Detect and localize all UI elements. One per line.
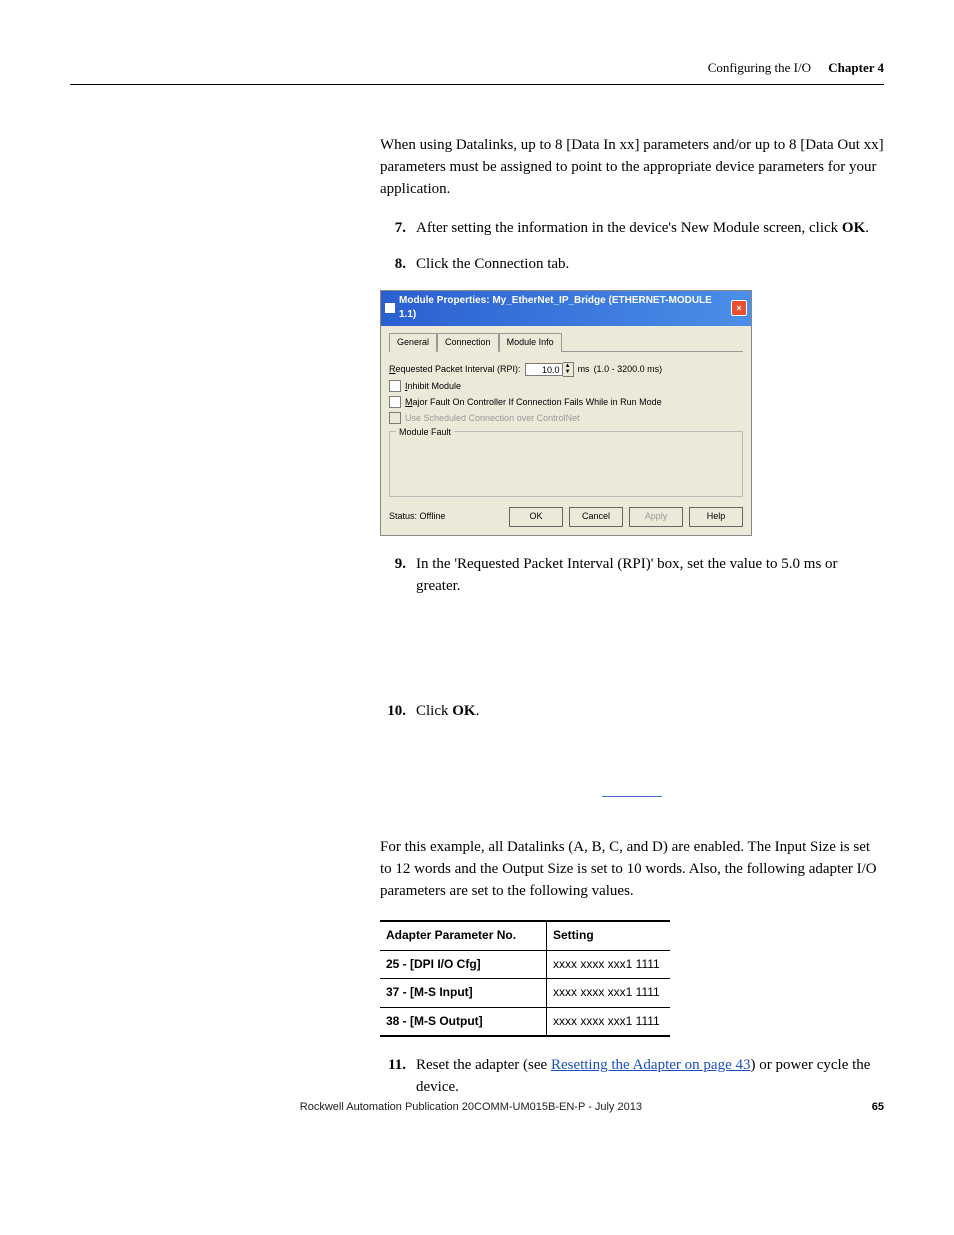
step-body: In the 'Requested Packet Interval (RPI)'… — [416, 554, 884, 598]
step-body: Click OK. — [416, 701, 884, 723]
step-8: 8. Click the Connection tab. — [380, 254, 884, 276]
param-cell: 25 - [DPI I/O Cfg] — [380, 950, 547, 978]
scheduled-row: Use Scheduled Connection over ControlNet — [389, 412, 743, 425]
rpi-range: (1.0 - 3200.0 ms) — [594, 363, 663, 376]
ok-word: OK — [842, 220, 865, 236]
tab-strip: General Connection Module Info — [389, 332, 743, 352]
step-number: 11. — [380, 1055, 416, 1099]
tab-module-info[interactable]: Module Info — [499, 333, 562, 352]
cancel-button[interactable]: Cancel — [569, 507, 623, 527]
step-number: 7. — [380, 218, 416, 240]
checkbox-icon — [389, 412, 401, 424]
step-7: 7. After setting the information in the … — [380, 218, 884, 240]
rpi-row: RRequested Packet Interval (RPI):equeste… — [389, 362, 743, 377]
header-rule — [70, 84, 884, 85]
tab-general[interactable]: General — [389, 333, 437, 352]
apply-button: Apply — [629, 507, 683, 527]
step-number: 9. — [380, 554, 416, 598]
step-number: 8. — [380, 254, 416, 276]
dialog-body: General Connection Module Info RRequeste… — [381, 326, 751, 535]
rpi-unit: ms — [578, 363, 590, 376]
spacer — [380, 611, 884, 701]
majorfault-row[interactable]: Major Fault On Controller If Connection … — [389, 396, 743, 409]
setting-cell: xxxx xxxx xxx1 1111 — [547, 1007, 670, 1036]
step-text: After setting the information in the dev… — [416, 220, 842, 236]
app-icon — [385, 303, 395, 313]
rule-mark — [602, 796, 662, 797]
step-body: After setting the information in the dev… — [416, 218, 884, 240]
table-row: 25 - [DPI I/O Cfg] xxxx xxxx xxx1 1111 — [380, 950, 670, 978]
publication-id: Rockwell Automation Publication 20COMM-U… — [70, 1101, 872, 1113]
param-cell: 38 - [M-S Output] — [380, 1007, 547, 1036]
checkbox-icon[interactable] — [389, 380, 401, 392]
step-number: 10. — [380, 701, 416, 723]
majorfault-label: Major Fault On Controller If Connection … — [405, 396, 662, 409]
rpi-input[interactable]: 10.0 — [525, 363, 563, 376]
dialog-titlebar[interactable]: Module Properties: My_EtherNet_IP_Bridge… — [381, 291, 751, 326]
inhibit-label: Inhibit Module — [405, 380, 461, 393]
step-9: 9. In the 'Requested Packet Interval (RP… — [380, 554, 884, 598]
close-icon[interactable]: × — [731, 300, 747, 316]
param-cell: 37 - [M-S Input] — [380, 979, 547, 1007]
tab-connection[interactable]: Connection — [437, 333, 499, 352]
ok-button[interactable]: OK — [509, 507, 563, 527]
step-text: Reset the adapter (see — [416, 1057, 551, 1073]
col-header-setting: Setting — [547, 921, 670, 950]
parameter-table: Adapter Parameter No. Setting 25 - [DPI … — [380, 920, 670, 1037]
dialog-bottom: Status: Offline OK Cancel Apply Help — [389, 507, 743, 527]
setting-cell: xxxx xxxx xxx1 1111 — [547, 950, 670, 978]
step-10: 10. Click OK. — [380, 701, 884, 723]
table-header-row: Adapter Parameter No. Setting — [380, 921, 670, 950]
step-text: Click — [416, 703, 452, 719]
module-properties-dialog: Module Properties: My_EtherNet_IP_Bridge… — [380, 290, 752, 536]
step-text-tail: . — [865, 220, 869, 236]
table-row: 37 - [M-S Input] xxxx xxxx xxx1 1111 — [380, 979, 670, 1007]
rpi-label: RRequested Packet Interval (RPI):equeste… — [389, 363, 521, 376]
step-body: Click the Connection tab. — [416, 254, 884, 276]
resetting-adapter-link[interactable]: Resetting the Adapter on page 43 — [551, 1057, 751, 1073]
dialog-title-text: Module Properties: My_EtherNet_IP_Bridge… — [399, 294, 731, 323]
section-title: Configuring the I/O — [708, 60, 811, 75]
page-footer: Rockwell Automation Publication 20COMM-U… — [70, 1101, 884, 1113]
page-number: 65 — [872, 1101, 884, 1113]
setting-cell: xxxx xxxx xxx1 1111 — [547, 979, 670, 1007]
module-fault-group: Module Fault — [389, 431, 743, 497]
module-fault-legend: Module Fault — [396, 426, 454, 439]
checkbox-icon[interactable] — [389, 396, 401, 408]
example-paragraph: For this example, all Datalinks (A, B, C… — [380, 837, 884, 902]
inhibit-row[interactable]: Inhibit Module — [389, 380, 743, 393]
col-header-param: Adapter Parameter No. — [380, 921, 547, 950]
content-column: When using Datalinks, up to 8 [Data In x… — [380, 135, 884, 1099]
table-row: 38 - [M-S Output] xxxx xxxx xxx1 1111 — [380, 1007, 670, 1036]
spinner-icon[interactable]: ▲▼ — [563, 362, 574, 377]
step-11: 11. Reset the adapter (see Resetting the… — [380, 1055, 884, 1099]
intro-paragraph: When using Datalinks, up to 8 [Data In x… — [380, 135, 884, 200]
running-header: Configuring the I/O Chapter 4 — [70, 60, 884, 76]
step-text-tail: . — [476, 703, 480, 719]
spacer — [380, 797, 884, 837]
step-body: Reset the adapter (see Resetting the Ada… — [416, 1055, 884, 1099]
chapter-label: Chapter 4 — [828, 60, 884, 75]
page: Configuring the I/O Chapter 4 When using… — [0, 0, 954, 1153]
scheduled-label: Use Scheduled Connection over ControlNet — [405, 412, 580, 425]
spacer — [380, 737, 884, 797]
status-text: Status: Offline — [389, 510, 503, 523]
ok-word: OK — [452, 703, 475, 719]
help-button[interactable]: Help — [689, 507, 743, 527]
